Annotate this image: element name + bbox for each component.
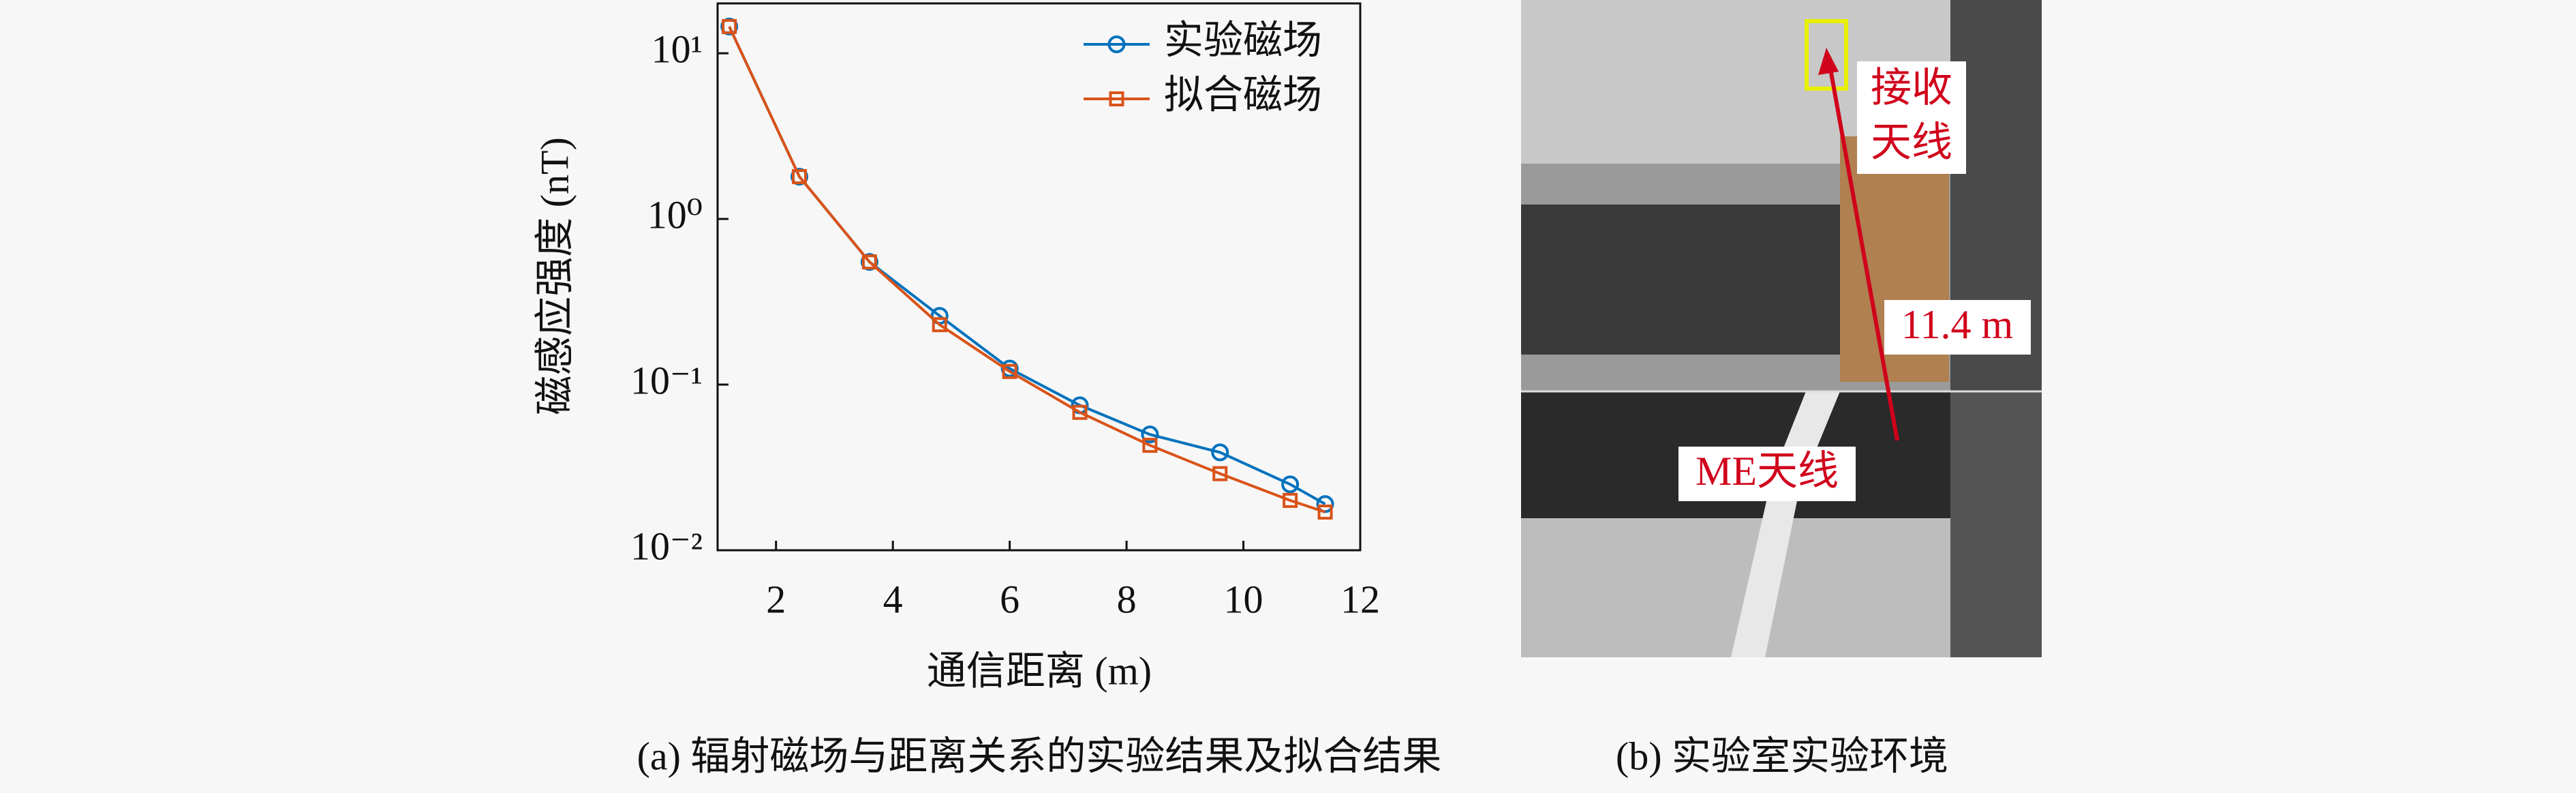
x-tick-label: 6 [1000, 577, 1019, 621]
chart: 通信距离 (m) 磁感应强度 (nT) 2 4 6 8 10 12 10⁻² 10⁻¹ 10⁰ 1… [532, 2, 1380, 693]
x-axis-label: 通信距离 (m) [927, 648, 1152, 693]
photo-label: 接收 [1871, 65, 1952, 110]
x-tick-label: 12 [1340, 577, 1380, 621]
label-box [1678, 447, 1856, 501]
legend-marker [1107, 35, 1126, 53]
y-tick-label: 10⁻² [630, 524, 703, 568]
photo-label: 11.4 m [1901, 302, 2013, 347]
series-line [728, 26, 1326, 513]
marker [1283, 492, 1298, 508]
marker [1141, 425, 1159, 444]
photo-equipment [1521, 205, 1862, 355]
x-tick-label: 2 [766, 577, 786, 621]
x-tick-label: 10 [1224, 577, 1263, 621]
antenna-box [1805, 19, 1848, 91]
marker [861, 254, 877, 270]
arrow-head [1818, 48, 1839, 75]
marker [1212, 466, 1228, 481]
marker [932, 317, 947, 333]
label-box [1884, 300, 2031, 355]
distance-arrow [1827, 61, 1899, 441]
photo-pole [1731, 391, 1840, 657]
legend-marker [1109, 91, 1124, 106]
photo: 接收 天线 11.4 m ME天线 [1521, 0, 2042, 657]
legend-label: 拟合磁场 [1164, 72, 1322, 117]
y-tick-label: 10⁻¹ [630, 358, 703, 402]
y-tick-label: 10⁰ [647, 192, 703, 237]
photo-floor-light [1521, 518, 1950, 657]
marker [1142, 438, 1158, 453]
marker [792, 169, 808, 185]
y-axis-label: 磁感应强度 (nT) [532, 137, 577, 415]
x-tick-label: 8 [1117, 577, 1137, 621]
marker [1211, 443, 1229, 462]
label-box [1857, 61, 1966, 174]
marker [1281, 475, 1300, 494]
y-tick-label: 10¹ [651, 27, 703, 71]
marker [1317, 505, 1333, 520]
marker [722, 18, 737, 34]
caption: (b) 实验室实验环境 [1616, 734, 1948, 778]
caption: (a) 辐射磁场与距离关系的实验结果及拟合结果 [637, 734, 1442, 778]
photo-label: ME天线 [1696, 449, 1839, 494]
marker [1072, 404, 1088, 420]
photo-corner [1950, 391, 2042, 657]
plot-frame [716, 2, 1362, 552]
photo-label: 天线 [1871, 120, 1952, 165]
legend-label: 实验磁场 [1164, 18, 1322, 62]
x-tick-label: 4 [883, 577, 903, 621]
marker [1002, 363, 1017, 379]
